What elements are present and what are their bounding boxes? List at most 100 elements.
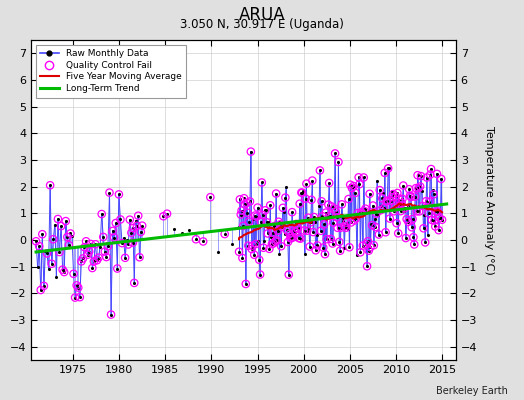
Point (57, 223, 66, 229)
Point (239, 223, 247, 229)
Point (307, 196, 315, 203)
Point (351, 190, 359, 196)
Point (309, 229, 318, 235)
Point (362, 241, 370, 248)
Point (243, 200, 251, 206)
Point (35, 243, 43, 249)
Point (118, 240, 126, 246)
Point (335, 239, 343, 245)
Point (394, 230, 402, 236)
Point (281, 194, 290, 201)
Point (80, 244, 89, 250)
Point (238, 255, 247, 261)
Point (365, 248, 373, 254)
Point (242, 281, 250, 287)
Point (316, 167, 324, 174)
Point (336, 248, 344, 254)
Point (72, 282, 81, 288)
Point (227, 241, 236, 248)
Point (286, 231, 294, 237)
Point (401, 235, 410, 241)
Point (88, 265, 96, 271)
Point (97, 211, 106, 217)
Point (64, 242, 73, 248)
Point (398, 196, 407, 202)
Point (285, 272, 293, 278)
Point (137, 229, 145, 235)
Point (206, 194, 214, 200)
Point (342, 225, 350, 231)
Point (88, 265, 96, 271)
Point (380, 170, 389, 176)
Point (118, 240, 126, 246)
Point (395, 196, 403, 203)
Point (77, 258, 85, 264)
Point (296, 200, 304, 207)
Point (389, 191, 397, 197)
Point (380, 205, 388, 211)
Point (255, 257, 264, 263)
Point (435, 214, 444, 221)
Point (43, 250, 51, 257)
Text: Berkeley Earth: Berkeley Earth (436, 386, 508, 396)
Point (235, 224, 243, 230)
Point (101, 248, 109, 255)
Point (437, 176, 445, 182)
Point (91, 241, 100, 248)
Point (427, 166, 435, 172)
Point (309, 229, 318, 235)
Y-axis label: Temperature Anomaly (°C): Temperature Anomaly (°C) (484, 126, 494, 274)
Point (252, 241, 260, 247)
Point (240, 195, 248, 202)
Point (369, 202, 377, 209)
Point (265, 246, 274, 252)
Point (396, 203, 404, 210)
Point (375, 231, 383, 238)
Point (384, 165, 392, 172)
Point (49, 236, 58, 242)
Point (113, 265, 122, 272)
Point (347, 219, 355, 226)
Point (115, 191, 123, 198)
Point (363, 263, 372, 270)
Point (94, 254, 103, 261)
Point (354, 210, 362, 216)
Point (433, 171, 441, 177)
Point (82, 238, 90, 244)
Point (319, 244, 328, 251)
Point (256, 271, 264, 278)
Point (305, 226, 313, 232)
Point (369, 242, 378, 248)
Point (137, 229, 145, 235)
Point (313, 242, 322, 249)
Point (71, 294, 79, 301)
Point (272, 190, 280, 197)
Point (38, 231, 47, 237)
Point (130, 280, 138, 286)
Point (43, 250, 51, 257)
Point (324, 202, 333, 208)
Point (386, 215, 394, 222)
Point (316, 228, 325, 234)
Point (434, 227, 443, 233)
Point (275, 251, 283, 258)
Point (332, 208, 340, 215)
Point (104, 243, 112, 250)
Point (250, 252, 258, 258)
Point (69, 270, 78, 277)
Point (74, 284, 82, 291)
Point (405, 186, 413, 192)
Point (348, 182, 357, 189)
Point (325, 180, 333, 186)
Point (431, 223, 440, 230)
Point (372, 210, 380, 217)
Point (127, 230, 136, 236)
Point (365, 248, 373, 254)
Point (333, 214, 341, 220)
Point (431, 223, 440, 230)
Point (318, 213, 326, 219)
Point (312, 231, 321, 238)
Point (337, 201, 346, 208)
Point (192, 236, 200, 242)
Point (71, 294, 79, 301)
